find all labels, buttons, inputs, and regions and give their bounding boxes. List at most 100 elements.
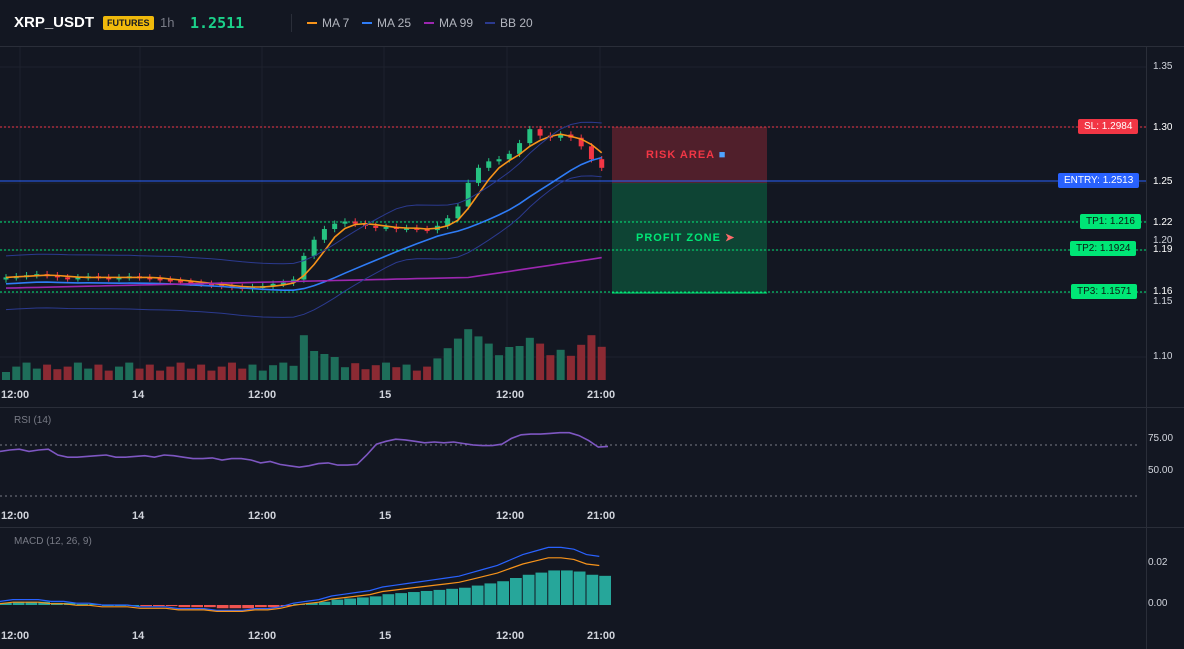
candle-body	[465, 182, 471, 207]
legend-ma99[interactable]: MA 99	[424, 16, 473, 30]
candle-body	[578, 137, 584, 147]
time-tick: 21:00	[587, 630, 616, 642]
volume-bar	[340, 367, 349, 380]
macd-histogram-bar	[548, 570, 560, 605]
candle-body	[342, 221, 348, 224]
legend-ma7-label: MA 7	[322, 16, 350, 30]
price-tick: 1.10	[1153, 351, 1173, 362]
entry-price-tag[interactable]: ENTRY: 1.2513	[1058, 173, 1140, 188]
time-tick: 12:00	[496, 389, 525, 401]
tp2-price-tag[interactable]: TP2: 1.1924	[1070, 241, 1137, 256]
volume-bar	[63, 366, 72, 380]
macd-histogram-bar	[586, 574, 599, 605]
candle-body	[106, 277, 112, 280]
macd-histogram-bar	[204, 605, 216, 608]
macd-histogram-bar	[408, 592, 420, 605]
candle-body	[455, 206, 461, 219]
macd-histogram-bar	[306, 602, 318, 605]
price-tick: 1.30	[1153, 122, 1173, 133]
legend-bb20[interactable]: BB 20	[485, 16, 533, 30]
macd-histogram-bar	[395, 593, 407, 605]
macd-histogram-bar	[357, 597, 369, 605]
volume-bar	[536, 343, 545, 380]
volume-bar	[597, 346, 606, 380]
volume-bar	[73, 362, 82, 380]
price-tick: 1.15	[1153, 296, 1173, 307]
candle-body	[301, 255, 307, 280]
candle-body	[517, 143, 523, 154]
risk-zone	[612, 127, 767, 183]
candle-body	[373, 225, 379, 228]
candle-body	[332, 223, 338, 230]
volume-bar	[546, 355, 555, 380]
volume-bar	[114, 366, 123, 380]
volume-bar	[443, 348, 452, 380]
candle-body	[311, 239, 317, 256]
candle-body	[506, 153, 512, 160]
legend-ma25[interactable]: MA 25	[362, 16, 411, 30]
volume-bar	[412, 370, 421, 380]
price-tick: 1.22	[1153, 217, 1173, 228]
tp3-price-tag[interactable]: TP3: 1.1571	[1071, 284, 1138, 299]
volume-bar	[495, 355, 504, 380]
macd-histogram-bar	[510, 578, 522, 605]
volume-bar	[587, 335, 596, 380]
volume-bar	[176, 362, 185, 380]
volume-bar	[2, 372, 10, 380]
macd-line	[0, 546, 600, 612]
candle-body	[445, 218, 451, 226]
macd-title: MACD (12, 26, 9)	[14, 536, 92, 547]
volume-bar	[289, 365, 298, 380]
legend-ma7[interactable]: MA 7	[307, 16, 349, 30]
price-tick: 1.16	[1153, 286, 1173, 297]
price-tick: 1.25	[1153, 176, 1173, 187]
macd-histogram-bar	[191, 605, 203, 608]
macd-tick: 0.00	[1148, 598, 1168, 609]
macd-histogram-bar	[344, 598, 356, 605]
volume-bar	[12, 366, 21, 380]
volume-bar	[402, 364, 411, 380]
macd-histogram-bar	[535, 572, 548, 605]
candle-body	[486, 161, 492, 168]
macd-histogram-bar	[153, 605, 165, 607]
macd-histogram-bar	[165, 605, 178, 607]
time-tick: 15	[379, 389, 392, 401]
candle-body	[383, 226, 389, 229]
time-tick: 12:00	[1, 630, 30, 642]
macd-histogram-bar	[242, 605, 254, 609]
macd-histogram-bar	[573, 571, 586, 605]
sl-price-tag[interactable]: SL: 1.2984	[1078, 119, 1139, 134]
candle-body	[321, 229, 327, 240]
macd-histogram-bar	[140, 605, 152, 607]
symbol-name[interactable]: XRP_USDT	[14, 14, 95, 31]
time-tick: 12:00	[248, 510, 277, 522]
macd-histogram-bar	[446, 588, 458, 605]
volume-bar	[351, 363, 360, 380]
chart-header: XRP_USDT FUTURES 1h 1.2511 MA 7 MA 25 MA…	[0, 0, 1184, 47]
macd-histogram-bar	[497, 581, 509, 605]
macd-tick: 0.02	[1148, 557, 1168, 568]
rocket-icon: ➤	[725, 232, 736, 244]
time-tick: 12:00	[496, 630, 525, 642]
price-tick: 1.35	[1153, 61, 1173, 72]
rsi-pane-divider	[0, 407, 1184, 408]
ma99-line	[5, 256, 602, 289]
rsi-tick: 75.00	[1148, 433, 1174, 444]
volume-bar	[258, 370, 267, 380]
time-tick: 14	[132, 389, 145, 401]
volume-bar	[484, 343, 493, 380]
candle-body	[404, 227, 410, 230]
tp1-price-tag[interactable]: TP1: 1.216	[1080, 214, 1141, 229]
macd-histogram-bar	[178, 605, 191, 608]
macd-histogram-bar	[433, 589, 446, 605]
profit-zone-text: PROFIT ZONE	[636, 232, 721, 244]
macd-histogram-bar	[420, 590, 433, 605]
volume-bar	[43, 364, 52, 380]
volume-bar	[577, 344, 586, 380]
time-tick: 12:00	[248, 630, 277, 642]
timeframe-selector[interactable]: 1h	[160, 15, 175, 30]
volume-bar	[227, 362, 236, 380]
volume-bar	[464, 329, 473, 380]
volume-bar	[145, 364, 154, 380]
